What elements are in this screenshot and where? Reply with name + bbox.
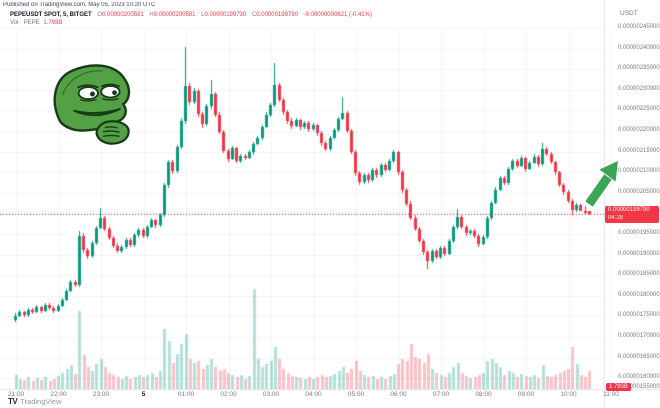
tradingview-logo-text: TradingView — [20, 397, 62, 406]
price-axis-label: 0.00000160000 — [618, 374, 660, 380]
price-axis-currency: USDT — [620, 10, 638, 17]
time-axis-label: 08:00 — [475, 391, 492, 398]
tradingview-logo-icon: TV — [8, 397, 18, 406]
current-price-value: 0.00000199790 — [608, 207, 650, 213]
open-label: O — [97, 12, 103, 18]
time-axis-label: 05:00 — [347, 391, 365, 398]
price-axis-label: 0.00000210000 — [618, 168, 660, 174]
green-up-arrow-annotation — [585, 161, 618, 207]
pepe-meme-image — [53, 64, 131, 145]
time-axis-label: 06:00 — [390, 391, 407, 398]
time-axis-label: 04:00 — [305, 391, 322, 398]
time-axis-label: 21:00 — [7, 391, 25, 398]
tradingview-logo[interactable]: TV TradingView — [8, 397, 62, 406]
high-value: 0.00000200581 — [153, 12, 196, 18]
price-axis-label: 0.00000170000 — [618, 333, 660, 339]
high-label: H — [149, 12, 154, 18]
time-axis-label: 5 — [141, 391, 146, 398]
price-axis-label: 0.00000220000 — [618, 127, 660, 133]
current-price-tag: 0.00000199790 04:28 — [605, 206, 659, 223]
price-axis-label: 0.00000240000 — [618, 45, 660, 51]
open-value: 0.00000200581 — [102, 12, 144, 18]
price-axis-label: 0.00000215000 — [618, 148, 660, 154]
price-axis-label: 0.00000245000 — [618, 24, 660, 30]
time-axis-label: 01:00 — [177, 391, 195, 398]
volume-badge: 1.793B — [606, 383, 632, 391]
volume-label: Vol · PEPE — [10, 20, 40, 26]
price-axis-label: 0.00000165000 — [618, 354, 660, 360]
change-value: -0.00000000821 (-0.41%) — [303, 12, 373, 18]
volume-legend[interactable]: Vol · PEPE 1.793B — [10, 20, 62, 26]
time-axis-label: 02:00 — [220, 391, 237, 398]
time-axis-label: 11:00 — [603, 391, 619, 398]
price-axis-label: 0.00000205000 — [618, 189, 660, 195]
price-axis-label: 0.00000155000 — [618, 384, 660, 390]
time-axis-label: 10:00 — [560, 391, 577, 398]
symbol-title: PEPEUSDT SPOT, 5, BITGET — [10, 12, 92, 18]
bar-countdown: 04:28 — [608, 215, 624, 221]
price-axis-label: 0.00000230000 — [618, 86, 660, 92]
published-line: Published on TradingView.com, May 05, 20… — [3, 2, 156, 8]
time-axis-label: 07:00 — [432, 391, 450, 398]
price-axis-label: 0.00000190000 — [618, 251, 660, 257]
close-label: C — [251, 12, 257, 18]
low-value: 0.00000199730 — [204, 12, 247, 18]
price-axis-label: 0.00000175000 — [618, 312, 660, 318]
price-axis-label: 0.00000185000 — [618, 271, 660, 277]
time-axis-label: 09:00 — [517, 391, 535, 398]
price-axis-label: 0.00000235000 — [618, 65, 660, 71]
volume-value: 1.793B — [43, 20, 63, 26]
time-axis-label: 22:00 — [50, 391, 67, 398]
price-axis-label: 0.00000225000 — [618, 106, 660, 112]
price-axis-label: 0.00000195000 — [618, 230, 660, 236]
time-axis-label: 23:00 — [92, 391, 110, 398]
symbol-legend[interactable]: PEPEUSDT SPOT, 5, BITGET O0.00000200581 … — [10, 12, 372, 18]
time-axis-label: 03:00 — [262, 391, 280, 398]
low-label: L — [201, 12, 205, 18]
price-axis-label: 0.00000180000 — [618, 292, 660, 298]
close-value: 0.00000199790 — [256, 12, 298, 18]
